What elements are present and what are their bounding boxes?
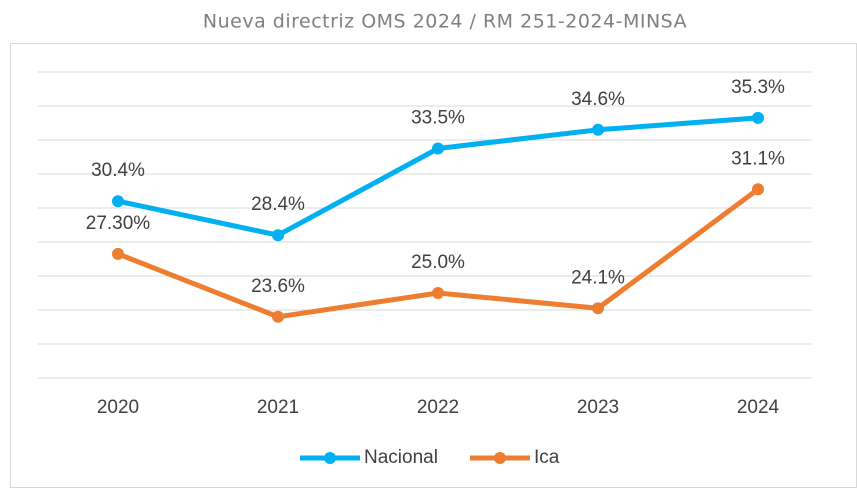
data-label: 25.0% bbox=[411, 252, 465, 273]
series-line bbox=[115, 115, 761, 238]
data-label: 24.1% bbox=[571, 267, 625, 288]
data-point bbox=[592, 302, 604, 315]
data-point bbox=[272, 229, 284, 242]
data-point bbox=[432, 142, 444, 155]
data-label: 35.3% bbox=[731, 77, 785, 98]
data-point bbox=[432, 287, 444, 299]
legend-marker bbox=[324, 452, 336, 464]
data-point bbox=[752, 111, 764, 124]
data-point bbox=[592, 123, 604, 136]
data-label: 30.4% bbox=[91, 160, 145, 181]
legend-marker bbox=[493, 452, 506, 464]
x-tick-label: 2023 bbox=[577, 397, 619, 418]
data-label: 33.5% bbox=[411, 108, 465, 129]
x-tick-label: 2021 bbox=[257, 397, 299, 418]
chart-title: Nueva directriz OMS 2024 / RM 251-2024-M… bbox=[203, 11, 687, 33]
data-label: 28.4% bbox=[251, 194, 305, 215]
data-point bbox=[112, 247, 124, 260]
x-tick-label: 2020 bbox=[97, 397, 139, 418]
data-label: 23.6% bbox=[251, 276, 305, 297]
data-point bbox=[112, 195, 124, 208]
data-point bbox=[272, 310, 284, 323]
data-label: 34.6% bbox=[571, 89, 625, 110]
legend-label: Ica bbox=[534, 447, 560, 468]
data-label: 31.1% bbox=[731, 148, 785, 169]
data-point bbox=[752, 183, 764, 196]
x-tick-label: 2022 bbox=[417, 397, 459, 418]
data-label: 27.30% bbox=[86, 213, 151, 234]
legend-label: Nacional bbox=[364, 447, 438, 468]
x-tick-label: 2024 bbox=[737, 397, 780, 418]
